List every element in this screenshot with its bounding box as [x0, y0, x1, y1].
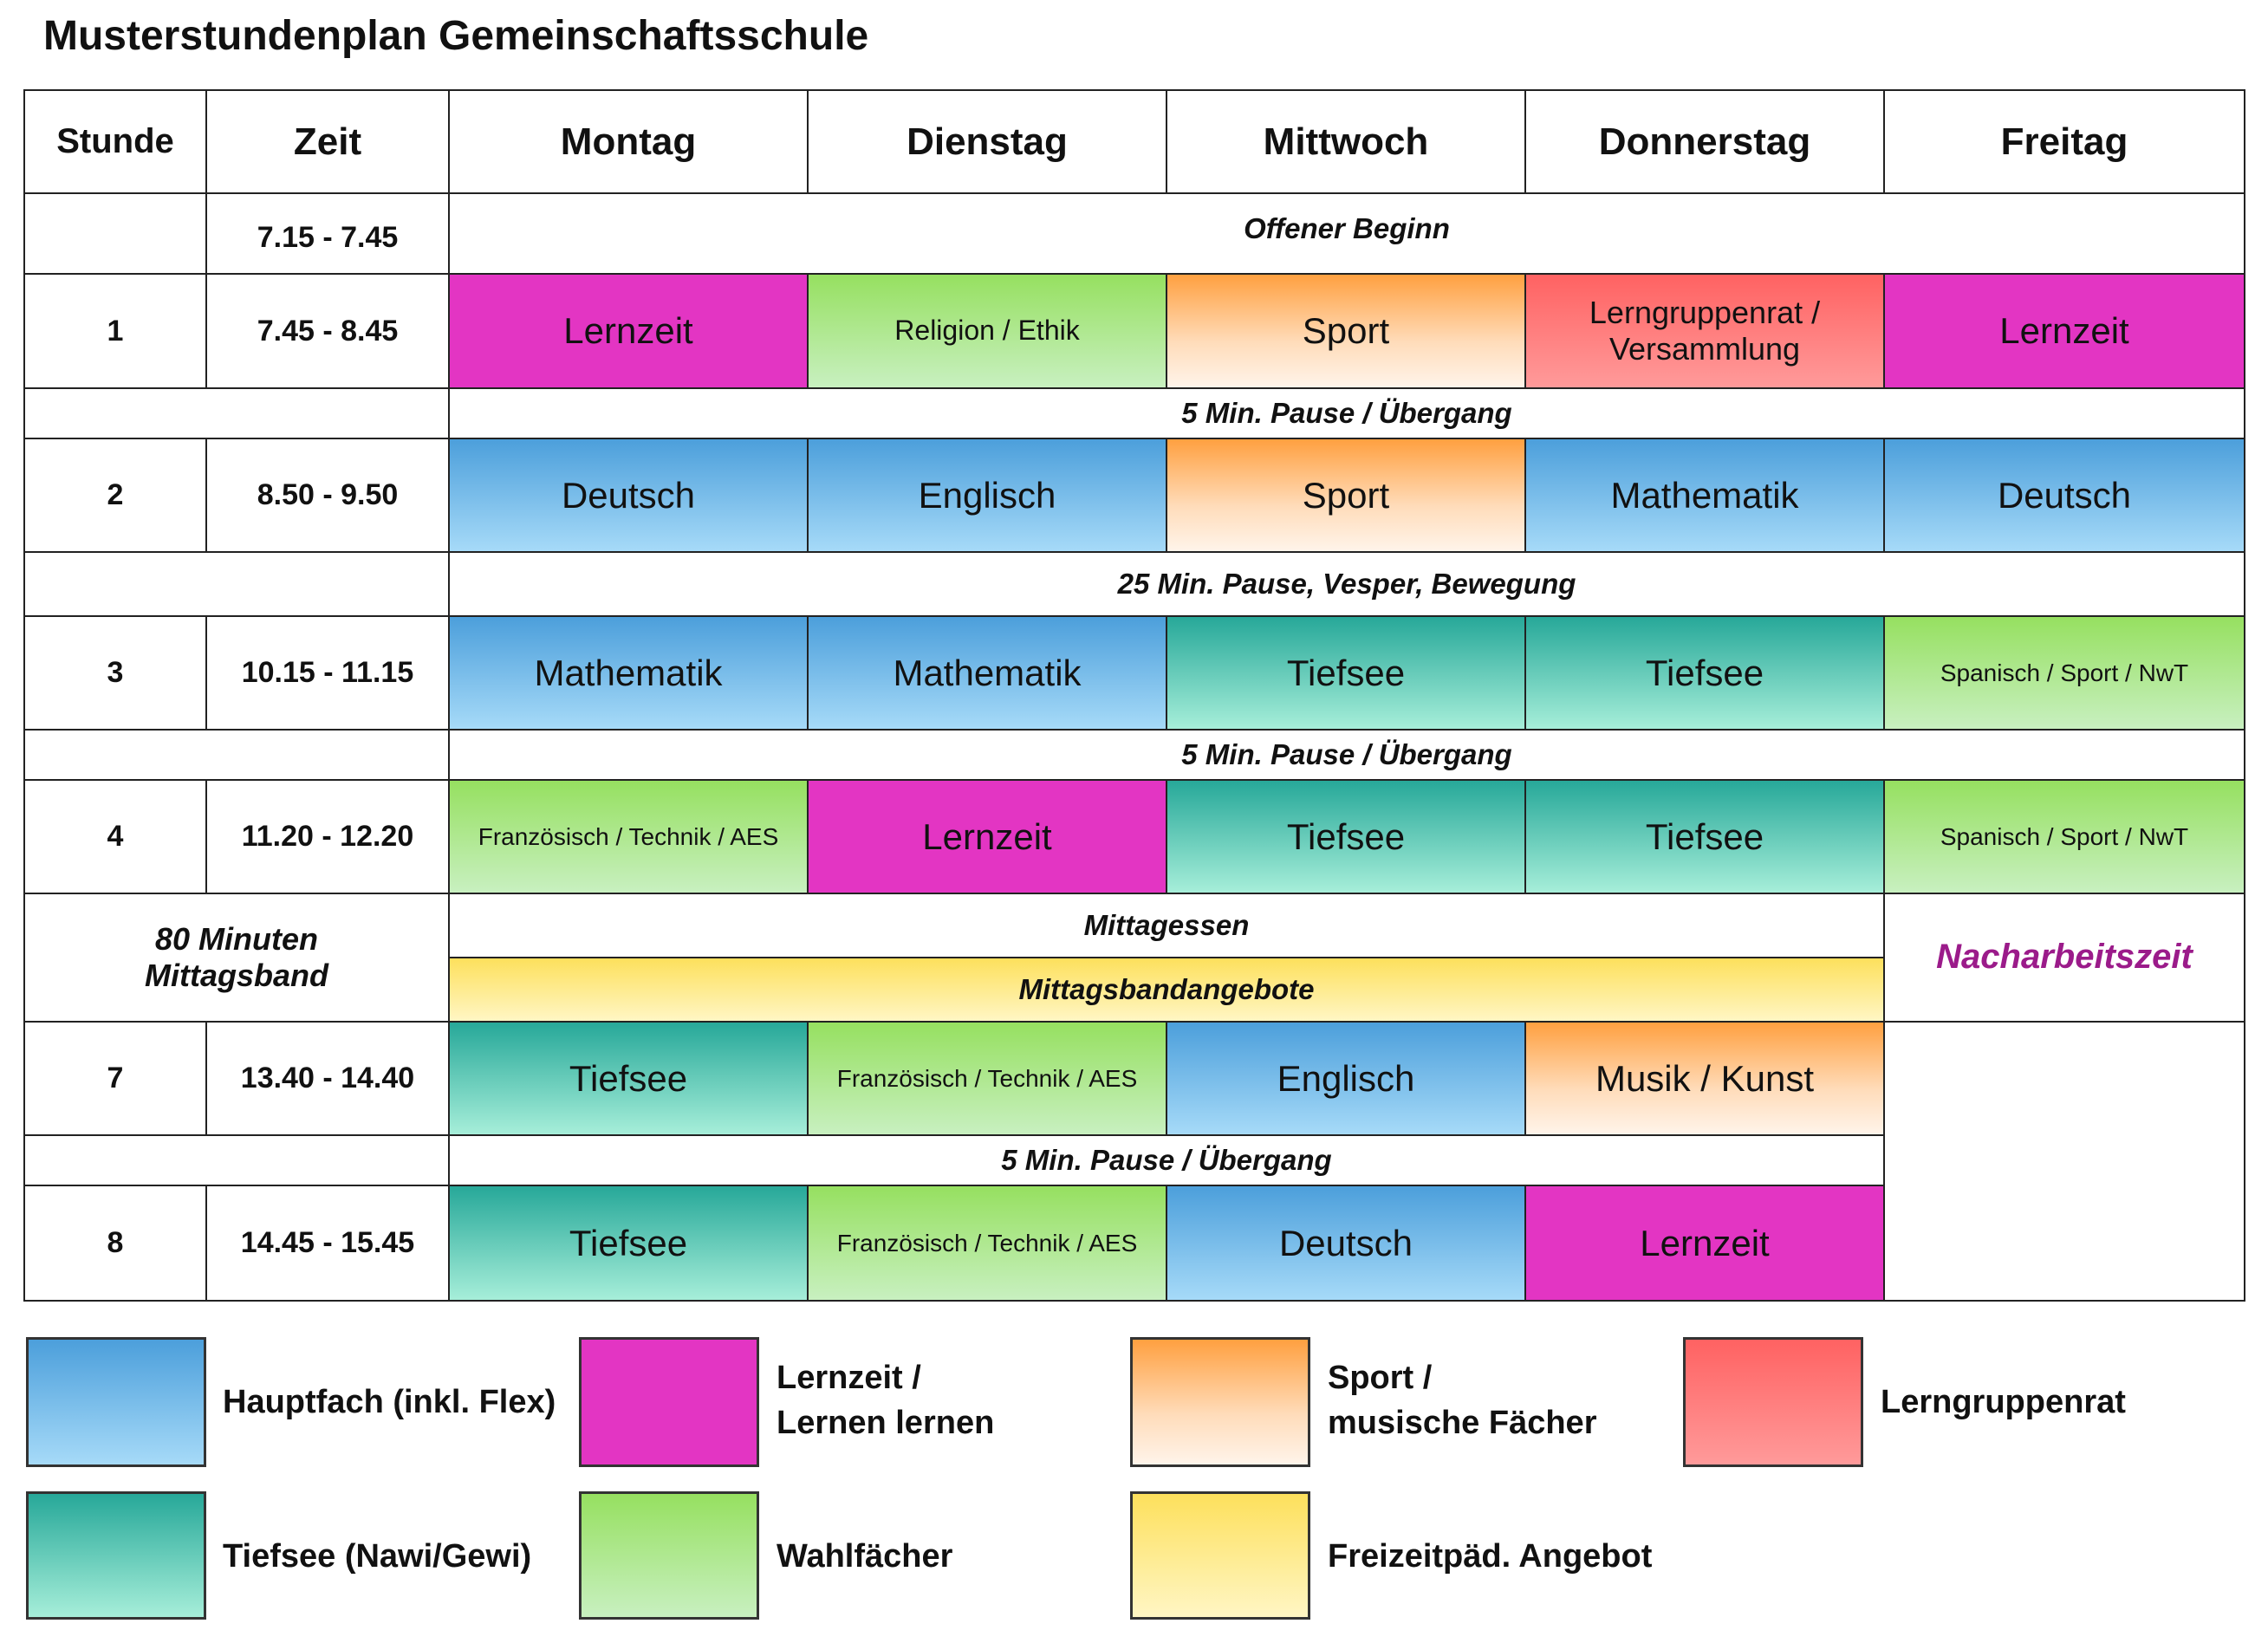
legend-label-freizeit: Freizeitpäd. Angebot: [1328, 1538, 1653, 1575]
mittagsbandangebote: Mittagsbandangebote: [448, 957, 1885, 1023]
legend-swatch-freizeit: [1130, 1491, 1310, 1620]
lesson-p8-montag: Tiefsee: [448, 1185, 809, 1302]
stunde-1: 1: [23, 273, 207, 389]
lesson-p4-montag: Französisch / Technik / AES: [448, 779, 809, 894]
header-montag: Montag: [448, 89, 809, 194]
lesson-p3-mittwoch: Tiefsee: [1166, 615, 1526, 731]
stunde-4: 4: [23, 779, 207, 894]
lesson-p1-mittwoch: Sport: [1166, 273, 1526, 389]
lesson-p4-dienstag: Lernzeit: [807, 779, 1167, 894]
lesson-p1-freitag: Lernzeit: [1883, 273, 2245, 389]
mittagsband-label: 80 Minuten Mittagsband: [23, 893, 450, 1023]
header-freitag: Freitag: [1883, 89, 2245, 194]
header-mittwoch: Mittwoch: [1166, 89, 1526, 194]
lesson-p3-donnerstag: Tiefsee: [1524, 615, 1885, 731]
lesson-p2-donnerstag: Mathematik: [1524, 438, 1885, 553]
mittagsband-line2: Mittagsband: [145, 958, 328, 993]
pause-3: 5 Min. Pause / Übergang: [448, 729, 2245, 781]
stunde-7: 7: [23, 1021, 207, 1136]
legend-swatch-tiefsee: [26, 1491, 206, 1620]
lesson-p4-donnerstag: Tiefsee: [1524, 779, 1885, 894]
pause-2: 25 Min. Pause, Vesper, Bewegung: [448, 551, 2245, 617]
legend-swatch-lerngruppenrat: [1683, 1337, 1863, 1467]
lesson-p8-dienstag: Französisch / Technik / AES: [807, 1185, 1167, 1302]
time-2: 8.50 - 9.50: [205, 438, 450, 553]
lesson-p1-dienstag: Religion / Ethik: [807, 273, 1167, 389]
legend-label-hauptfach: Hauptfach (inkl. Flex): [223, 1384, 556, 1420]
lesson-p1-montag: Lernzeit: [448, 273, 809, 389]
pause-1-left: [23, 387, 450, 439]
legend-label-lerngruppenrat: Lerngruppenrat: [1881, 1384, 2126, 1420]
offener-beginn-stunde: [23, 192, 207, 275]
lesson-p8-donnerstag: Lernzeit: [1524, 1185, 1885, 1302]
legend-swatch-wahlfaecher: [579, 1491, 759, 1620]
lesson-p2-dienstag: Englisch: [807, 438, 1167, 553]
header-donnerstag: Donnerstag: [1524, 89, 1885, 194]
pause-2-left: [23, 551, 450, 617]
lesson-p7-mittwoch: Englisch: [1166, 1021, 1526, 1136]
freitag-afternoon-empty: [1883, 1021, 2245, 1302]
legend-label-lernzeit-line1: Lernzeit /: [777, 1360, 921, 1396]
time-1: 7.45 - 8.45: [205, 273, 450, 389]
time-3: 10.15 - 11.15: [205, 615, 450, 731]
header-stunde: Stunde: [23, 89, 207, 194]
pause-1: 5 Min. Pause / Übergang: [448, 387, 2245, 439]
header-dienstag: Dienstag: [807, 89, 1167, 194]
time-7: 13.40 - 14.40: [205, 1021, 450, 1136]
offener-beginn-time: 7.15 - 7.45: [205, 192, 450, 275]
pause-3-left: [23, 729, 450, 781]
lesson-p4-mittwoch: Tiefsee: [1166, 779, 1526, 894]
legend-label-lernzeit: Lernzeit / Lernen lernen: [777, 1355, 994, 1446]
legend-label-tiefsee: Tiefsee (Nawi/Gewi): [223, 1538, 532, 1575]
time-8: 14.45 - 15.45: [205, 1185, 450, 1302]
legend-swatch-lernzeit: [579, 1337, 759, 1467]
lesson-p3-montag: Mathematik: [448, 615, 809, 731]
lesson-p2-freitag: Deutsch: [1883, 438, 2245, 553]
lesson-p2-montag: Deutsch: [448, 438, 809, 553]
legend-swatch-sport: [1130, 1337, 1310, 1467]
legend-label-sport-line2: musische Fächer: [1328, 1405, 1597, 1442]
legend-swatch-hauptfach: [26, 1337, 206, 1467]
legend-label-sport: Sport / musische Fächer: [1328, 1355, 1596, 1446]
header-zeit: Zeit: [205, 89, 450, 194]
lesson-p7-donnerstag: Musik / Kunst: [1524, 1021, 1885, 1136]
lesson-p7-montag: Tiefsee: [448, 1021, 809, 1136]
legend-label-sport-line1: Sport /: [1328, 1360, 1433, 1396]
mittagsband-line1: 80 Minuten: [154, 920, 318, 957]
offener-beginn-label: Offener Beginn: [448, 192, 2245, 275]
lesson-p1-donnerstag: Lerngruppenrat / Versammlung: [1524, 273, 1885, 389]
stunde-8: 8: [23, 1185, 207, 1302]
legend-label-lernzeit-line2: Lernen lernen: [777, 1405, 995, 1442]
lesson-p4-freitag: Spanisch / Sport / NwT: [1883, 779, 2245, 894]
lesson-p8-mittwoch: Deutsch: [1166, 1185, 1526, 1302]
mittagessen: Mittagessen: [448, 893, 1885, 958]
lesson-p3-freitag: Spanisch / Sport / NwT: [1883, 615, 2245, 731]
legend-label-wahlfaecher: Wahlfächer: [777, 1538, 953, 1575]
pause-4-left: [23, 1134, 450, 1186]
lesson-p7-dienstag: Französisch / Technik / AES: [807, 1021, 1167, 1136]
lesson-p3-dienstag: Mathematik: [807, 615, 1167, 731]
nacharbeitszeit: Nacharbeitszeit: [1883, 893, 2245, 1023]
page-title: Musterstundenplan Gemeinschaftsschule: [43, 13, 869, 59]
stunde-3: 3: [23, 615, 207, 731]
time-4: 11.20 - 12.20: [205, 779, 450, 894]
stunde-2: 2: [23, 438, 207, 553]
lesson-p2-mittwoch: Sport: [1166, 438, 1526, 553]
pause-4: 5 Min. Pause / Übergang: [448, 1134, 1885, 1186]
